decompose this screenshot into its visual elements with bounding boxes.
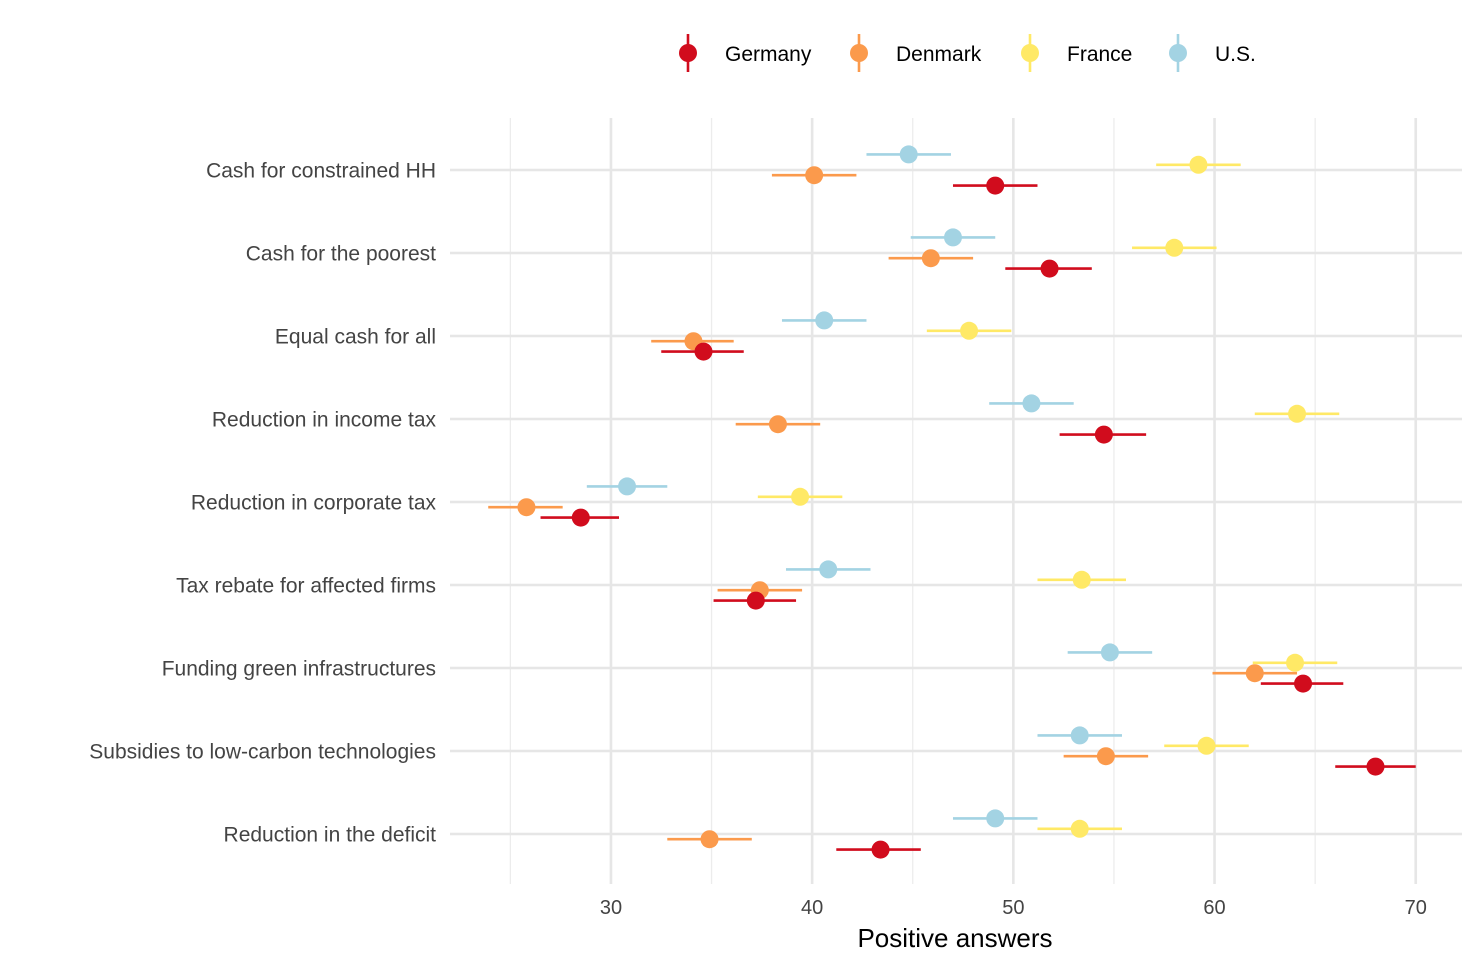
data-point — [694, 342, 713, 361]
legend-key-point — [850, 44, 868, 62]
x-tick-label: 70 — [1405, 897, 1427, 919]
legend-item: Denmark — [850, 34, 982, 72]
data-point — [1288, 404, 1307, 423]
data-point — [1100, 643, 1119, 662]
category-label: Funding green infrastructures — [162, 658, 436, 681]
data-point — [960, 321, 979, 340]
category-labels: Cash for constrained HH Cash for the poor… — [89, 160, 436, 847]
legend-label: U.S. — [1215, 43, 1256, 66]
data-point — [618, 477, 637, 496]
data-point — [1165, 238, 1184, 257]
data-point — [1070, 726, 1089, 745]
legend-key-point — [679, 44, 697, 62]
data-point — [1197, 736, 1216, 755]
legend-key-point — [1021, 44, 1039, 62]
data-point — [1094, 425, 1113, 444]
data-point — [986, 176, 1005, 195]
data-point — [1189, 155, 1208, 174]
x-axis-title: Positive answers — [857, 923, 1052, 953]
data-point — [921, 249, 940, 268]
data-point — [805, 166, 824, 185]
data-point — [1294, 674, 1313, 693]
data-point — [1096, 747, 1115, 766]
x-tick-label: 40 — [801, 897, 823, 919]
category-label: Cash for constrained HH — [206, 160, 436, 183]
legend-item: Germany — [679, 34, 812, 72]
data-point — [986, 809, 1005, 828]
data-point — [1040, 259, 1059, 278]
data-marks — [488, 145, 1416, 859]
data-point — [1070, 819, 1089, 838]
legend: Germany Denmark France U.S. — [679, 34, 1256, 72]
data-point — [815, 311, 834, 330]
data-point — [571, 508, 590, 527]
category-label: Equal cash for all — [275, 326, 436, 349]
data-point — [1022, 394, 1041, 413]
category-label: Tax rebate for affected firms — [176, 575, 436, 598]
x-tick-label: 30 — [600, 897, 622, 919]
data-point — [871, 840, 890, 859]
data-point — [819, 560, 838, 579]
category-label: Cash for the poorest — [246, 243, 436, 266]
data-point — [746, 591, 765, 610]
legend-label: Denmark — [896, 43, 982, 66]
legend-label: Germany — [725, 43, 812, 66]
data-point — [943, 228, 962, 247]
x-tick-label: 60 — [1203, 897, 1225, 919]
x-tick-label: 50 — [1002, 897, 1024, 919]
x-tick-labels: 30 40 50 60 70 — [600, 897, 1427, 919]
data-point — [1366, 757, 1385, 776]
data-point — [700, 830, 719, 849]
category-label: Subsidies to low-carbon technologies — [89, 741, 436, 764]
legend-key-point — [1169, 44, 1187, 62]
data-point — [1072, 570, 1091, 589]
category-label: Reduction in corporate tax — [191, 492, 437, 515]
data-point — [791, 487, 810, 506]
legend-label: France — [1067, 43, 1132, 66]
data-point — [1245, 664, 1264, 683]
data-point — [768, 415, 787, 434]
legend-item: U.S. — [1169, 34, 1256, 72]
data-point — [1286, 653, 1305, 672]
category-label: Reduction in the deficit — [224, 824, 437, 847]
legend-item: France — [1021, 34, 1132, 72]
data-point — [899, 145, 918, 164]
category-label: Reduction in income tax — [212, 409, 437, 432]
data-point — [517, 498, 536, 517]
